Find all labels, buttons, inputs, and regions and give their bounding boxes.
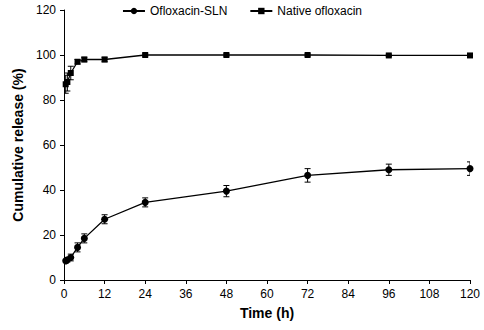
svg-text:80: 80 [43,93,57,107]
svg-text:36: 36 [179,287,193,301]
svg-text:108: 108 [419,287,439,301]
svg-text:12: 12 [98,287,112,301]
svg-text:0: 0 [61,287,68,301]
svg-text:Time (h): Time (h) [240,305,294,321]
svg-text:Cumulative release (%): Cumulative release (%) [10,68,26,221]
svg-text:60: 60 [260,287,274,301]
svg-text:120: 120 [36,3,56,17]
svg-text:Native ofloxacin: Native ofloxacin [277,4,362,18]
svg-text:100: 100 [36,48,56,62]
svg-text:84: 84 [342,287,356,301]
svg-text:24: 24 [139,287,153,301]
svg-text:0: 0 [49,273,56,287]
svg-text:48: 48 [220,287,234,301]
svg-text:20: 20 [43,228,57,242]
svg-text:40: 40 [43,183,57,197]
svg-text:60: 60 [43,138,57,152]
svg-text:96: 96 [382,287,396,301]
svg-text:72: 72 [301,287,315,301]
svg-text:120: 120 [460,287,480,301]
svg-text:Ofloxacin-SLN: Ofloxacin-SLN [150,4,227,18]
